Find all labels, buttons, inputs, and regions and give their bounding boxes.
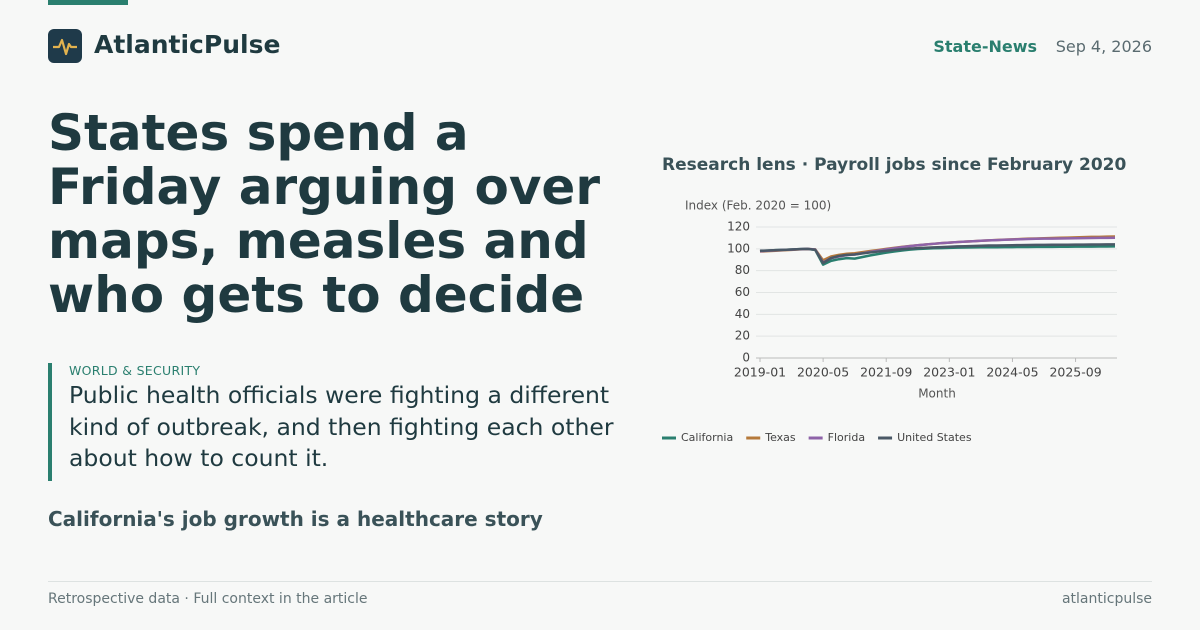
y-tick-label: 100 [727, 241, 750, 255]
legend-label: United States [897, 431, 972, 444]
x-axis-label: Month [918, 387, 956, 401]
footer-rule [48, 581, 1152, 582]
y-axis-label: Index (Feb. 2020 = 100) [685, 199, 831, 213]
dek: Public health officials were fighting a … [69, 381, 614, 472]
kicker: WORLD & SECURITY [69, 363, 201, 378]
legend-label: California [681, 431, 733, 444]
legend-label: Florida [828, 431, 865, 444]
x-tick-label: 2019-01 [734, 365, 786, 380]
brand: AtlanticPulse [94, 30, 281, 59]
headline: States spend a Friday arguing over maps,… [48, 104, 600, 324]
series-line [759, 243, 1115, 265]
y-tick-label: 80 [735, 263, 750, 277]
x-tick-label: 2020-05 [797, 365, 849, 380]
footer-site: atlanticpulse [1061, 591, 1152, 607]
y-tick-label: 120 [727, 220, 750, 234]
accent-bar [48, 0, 128, 5]
legend-label: Texas [764, 431, 796, 444]
y-tick-label: 20 [735, 329, 750, 343]
x-tick-label: 2021-09 [860, 365, 912, 380]
footer-note: Retrospective data · Full context in the… [48, 591, 368, 607]
lede: WORLD & SECURITY Public health officials… [48, 363, 629, 481]
y-tick-label: 40 [735, 307, 750, 321]
x-tick-label: 2024-05 [986, 365, 1038, 380]
section-link[interactable]: State-News [933, 37, 1037, 56]
x-tick-label: 2023-01 [923, 365, 975, 380]
x-tick-label: 2025-09 [1049, 365, 1101, 380]
related-link[interactable]: California's job growth is a healthcare … [48, 507, 543, 531]
y-tick-label: 0 [742, 351, 750, 365]
logo [48, 29, 82, 63]
y-tick-label: 60 [735, 285, 750, 299]
chart-title: Research lens · Payroll jobs since Febru… [662, 155, 1127, 175]
date: Sep 4, 2026 [1055, 37, 1152, 56]
